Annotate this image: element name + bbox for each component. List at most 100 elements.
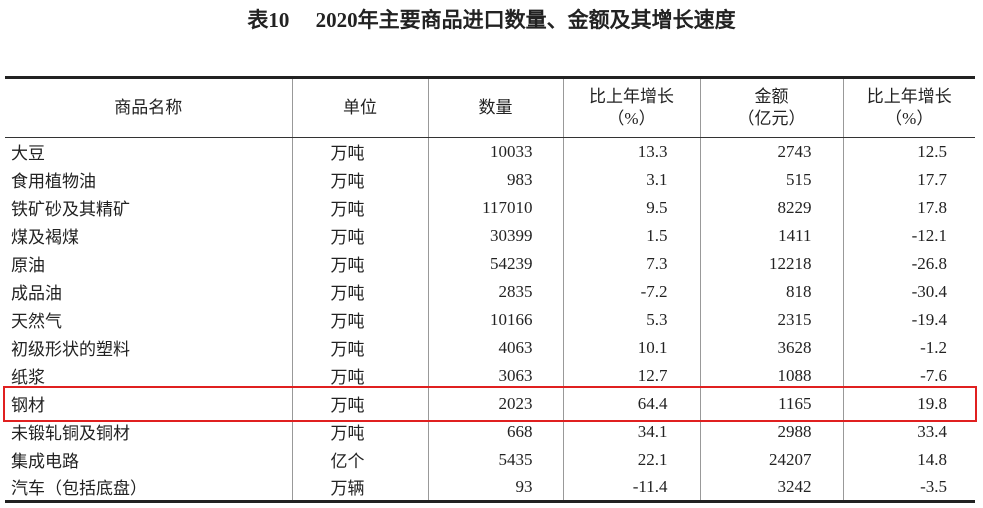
table-row: 钢材 万吨 2023 64.4 1165 19.8 [5, 389, 975, 418]
table-row: 未锻轧铜及铜材 万吨 668 34.1 2988 33.4 [5, 417, 975, 446]
cell: 钢材 [11, 396, 45, 415]
column-header: 比上年增长 （%） [562, 77, 700, 138]
cell: 8229 [699, 193, 843, 222]
column-header: 单位 [291, 77, 428, 138]
cell: -3.5 [842, 473, 975, 502]
cell: 668 [427, 417, 563, 446]
cell: 24207 [699, 445, 843, 474]
cell: 12218 [699, 249, 843, 278]
cell: -30.4 [842, 277, 975, 306]
cell: 13.3 [562, 137, 700, 166]
cell: 12.5 [842, 137, 975, 166]
cell: 12.7 [562, 361, 700, 390]
header-line: （亿元） [737, 109, 806, 128]
cell: 2835 [427, 277, 563, 306]
table-row: 大豆 万吨 10033 13.3 2743 12.5 [5, 137, 975, 166]
column-header: 金额 （亿元） [699, 77, 843, 138]
cell: -26.8 [842, 249, 975, 278]
cell: 9.5 [562, 193, 700, 222]
cell: 天然气 [11, 312, 62, 331]
cell: 初级形状的塑料 [11, 340, 130, 359]
cell: 22.1 [562, 445, 700, 474]
cell: 大豆 [11, 144, 45, 164]
cell: 10166 [427, 305, 563, 334]
cell: 铁矿砂及其精矿 [11, 200, 130, 219]
cell: 19.8 [842, 389, 975, 418]
header-line: （%） [885, 109, 934, 128]
cell: 万吨 [291, 137, 428, 166]
table-row: 初级形状的塑料 万吨 4063 10.1 3628 -1.2 [5, 333, 975, 362]
cell: 万吨 [291, 361, 428, 390]
header-line: （%） [607, 109, 656, 128]
cell: 54239 [427, 249, 563, 278]
cell: 3242 [699, 473, 843, 502]
cell: 30399 [427, 221, 563, 250]
cell: 515 [699, 165, 843, 194]
cell: -19.4 [842, 305, 975, 334]
import-table: 商品名称 单位 数量 比上年增长 （%） 金额 （亿元） 比上年增长 （%） 大豆 万吨 10033… [5, 76, 975, 503]
header-line: 单位 [343, 98, 377, 117]
cell: 万吨 [291, 249, 428, 278]
cell: 万吨 [291, 417, 428, 446]
cell: 117010 [427, 193, 563, 222]
cell: 818 [699, 277, 843, 306]
cell: 万吨 [291, 389, 428, 418]
cell: 5.3 [562, 305, 700, 334]
cell: 1.5 [562, 221, 700, 250]
header-line: 商品名称 [114, 98, 183, 117]
cell: 成品油 [11, 284, 62, 303]
cell: 1411 [699, 221, 843, 250]
table-row: 汽车（包括底盘） 万辆 93 -11.4 3242 -3.5 [5, 473, 975, 502]
cell: 3063 [427, 361, 563, 390]
cell: 5435 [427, 445, 563, 474]
cell: -1.2 [842, 333, 975, 362]
cell: 万吨 [291, 333, 428, 362]
cell: 2315 [699, 305, 843, 334]
cell: 93 [427, 473, 563, 502]
cell: 煤及褐煤 [11, 228, 79, 247]
table-row: 铁矿砂及其精矿 万吨 117010 9.5 8229 17.8 [5, 193, 975, 222]
cell: 7.3 [562, 249, 700, 278]
cell: 亿个 [291, 445, 428, 474]
header-line: 数量 [478, 98, 513, 117]
cell: -7.6 [842, 361, 975, 390]
cell: 汽车（包括底盘） [11, 479, 147, 499]
header-line: 比上年增长 [589, 87, 674, 106]
cell: 万辆 [291, 473, 428, 502]
column-header: 商品名称 [5, 77, 292, 138]
cell: 983 [427, 165, 563, 194]
cell: 17.7 [842, 165, 975, 194]
table-row: 天然气 万吨 10166 5.3 2315 -19.4 [5, 305, 975, 334]
table-row: 成品油 万吨 2835 -7.2 818 -30.4 [5, 277, 975, 306]
cell: 10.1 [562, 333, 700, 362]
cell: 2023 [427, 389, 563, 418]
cell: 2743 [699, 137, 843, 166]
table-row: 原油 万吨 54239 7.3 12218 -26.8 [5, 249, 975, 278]
cell: 1165 [699, 389, 843, 418]
cell: -7.2 [562, 277, 700, 306]
table-row: 食用植物油 万吨 983 3.1 515 17.7 [5, 165, 975, 194]
cell: 3628 [699, 333, 843, 362]
table-row: 煤及褐煤 万吨 30399 1.5 1411 -12.1 [5, 221, 975, 250]
cell: 万吨 [291, 305, 428, 334]
cell: 万吨 [291, 193, 428, 222]
table-body: 大豆 万吨 10033 13.3 2743 12.5 食用植物油 万吨 983 3.1 515 17.… [5, 137, 975, 502]
cell: 原油 [11, 256, 45, 275]
cell: 1088 [699, 361, 843, 390]
cell: 33.4 [842, 417, 975, 446]
cell: 集成电路 [11, 452, 79, 471]
cell: 14.8 [842, 445, 975, 474]
table-head: 商品名称 单位 数量 比上年增长 （%） 金额 （亿元） 比上年增长 （%） [5, 77, 975, 138]
table-row: 纸浆 万吨 3063 12.7 1088 -7.6 [5, 361, 975, 390]
cell: 34.1 [562, 417, 700, 446]
column-header: 比上年增长 （%） [842, 77, 975, 138]
cell: 4063 [427, 333, 563, 362]
cell: 17.8 [842, 193, 975, 222]
cell: 3.1 [562, 165, 700, 194]
cell: -12.1 [842, 221, 975, 250]
cell: 万吨 [291, 165, 428, 194]
table-row: 集成电路 亿个 5435 22.1 24207 14.8 [5, 445, 975, 474]
cell: 万吨 [291, 221, 428, 250]
cell: 10033 [427, 137, 563, 166]
